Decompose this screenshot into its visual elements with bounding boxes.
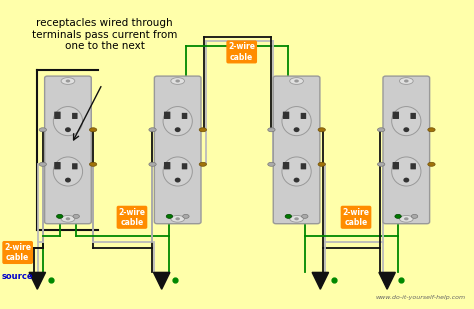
Ellipse shape xyxy=(404,217,409,220)
Ellipse shape xyxy=(175,79,180,83)
Ellipse shape xyxy=(65,127,71,132)
Ellipse shape xyxy=(53,157,82,186)
Ellipse shape xyxy=(182,214,189,218)
FancyBboxPatch shape xyxy=(383,76,429,224)
Ellipse shape xyxy=(163,107,192,136)
Ellipse shape xyxy=(39,162,46,166)
FancyBboxPatch shape xyxy=(72,113,78,119)
Ellipse shape xyxy=(199,162,207,166)
Ellipse shape xyxy=(428,162,435,166)
FancyBboxPatch shape xyxy=(72,163,78,169)
Ellipse shape xyxy=(403,178,409,183)
Ellipse shape xyxy=(293,178,300,183)
Ellipse shape xyxy=(294,79,299,83)
Text: 2-wire
cable: 2-wire cable xyxy=(228,42,255,61)
Polygon shape xyxy=(29,273,46,289)
FancyBboxPatch shape xyxy=(283,112,289,119)
Text: receptacles wired through
terminals pass current from
one to the next: receptacles wired through terminals pass… xyxy=(32,18,177,51)
Ellipse shape xyxy=(39,128,46,132)
Text: 2-wire
cable: 2-wire cable xyxy=(343,208,370,227)
Ellipse shape xyxy=(166,214,173,218)
Ellipse shape xyxy=(73,214,79,218)
Ellipse shape xyxy=(175,127,181,132)
Ellipse shape xyxy=(199,128,207,132)
FancyBboxPatch shape xyxy=(301,113,306,119)
Ellipse shape xyxy=(61,78,75,84)
Ellipse shape xyxy=(282,157,311,186)
FancyBboxPatch shape xyxy=(164,112,170,119)
Ellipse shape xyxy=(400,215,413,222)
Text: 2-wire
cable: 2-wire cable xyxy=(4,243,31,262)
Ellipse shape xyxy=(149,162,156,166)
Ellipse shape xyxy=(268,128,275,132)
Ellipse shape xyxy=(90,162,97,166)
FancyBboxPatch shape xyxy=(45,76,91,224)
Ellipse shape xyxy=(395,214,401,218)
FancyBboxPatch shape xyxy=(54,162,61,169)
FancyBboxPatch shape xyxy=(54,112,61,119)
Ellipse shape xyxy=(53,107,82,136)
Ellipse shape xyxy=(403,127,409,132)
Ellipse shape xyxy=(171,215,184,222)
FancyBboxPatch shape xyxy=(283,162,289,169)
Ellipse shape xyxy=(290,215,303,222)
Ellipse shape xyxy=(56,214,63,218)
FancyBboxPatch shape xyxy=(392,162,399,169)
Ellipse shape xyxy=(163,157,192,186)
Ellipse shape xyxy=(400,78,413,84)
FancyBboxPatch shape xyxy=(392,112,399,119)
Ellipse shape xyxy=(175,178,181,183)
Polygon shape xyxy=(312,273,328,289)
Ellipse shape xyxy=(171,78,184,84)
Ellipse shape xyxy=(290,78,303,84)
Ellipse shape xyxy=(65,178,71,183)
Ellipse shape xyxy=(66,217,70,220)
FancyBboxPatch shape xyxy=(273,76,320,224)
Ellipse shape xyxy=(377,128,385,132)
Ellipse shape xyxy=(285,214,292,218)
Ellipse shape xyxy=(61,215,75,222)
FancyBboxPatch shape xyxy=(410,113,416,119)
Text: source: source xyxy=(2,273,34,281)
Ellipse shape xyxy=(90,128,97,132)
FancyBboxPatch shape xyxy=(410,163,416,169)
Ellipse shape xyxy=(149,128,156,132)
Ellipse shape xyxy=(268,162,275,166)
Ellipse shape xyxy=(301,214,308,218)
Text: www.do-it-yourself-help.com: www.do-it-yourself-help.com xyxy=(375,295,466,300)
Ellipse shape xyxy=(411,214,418,218)
FancyBboxPatch shape xyxy=(301,163,306,169)
FancyBboxPatch shape xyxy=(182,113,187,119)
Ellipse shape xyxy=(294,217,299,220)
Polygon shape xyxy=(379,273,395,289)
Ellipse shape xyxy=(282,107,311,136)
Ellipse shape xyxy=(293,127,300,132)
Ellipse shape xyxy=(392,157,421,186)
Polygon shape xyxy=(154,273,170,289)
FancyBboxPatch shape xyxy=(164,162,170,169)
Ellipse shape xyxy=(66,79,70,83)
Ellipse shape xyxy=(318,162,325,166)
Ellipse shape xyxy=(318,128,325,132)
Ellipse shape xyxy=(428,128,435,132)
FancyBboxPatch shape xyxy=(155,76,201,224)
Ellipse shape xyxy=(377,162,385,166)
FancyBboxPatch shape xyxy=(182,163,187,169)
Text: 2-wire
cable: 2-wire cable xyxy=(118,208,146,227)
Ellipse shape xyxy=(404,79,409,83)
Ellipse shape xyxy=(175,217,180,220)
Ellipse shape xyxy=(392,107,421,136)
